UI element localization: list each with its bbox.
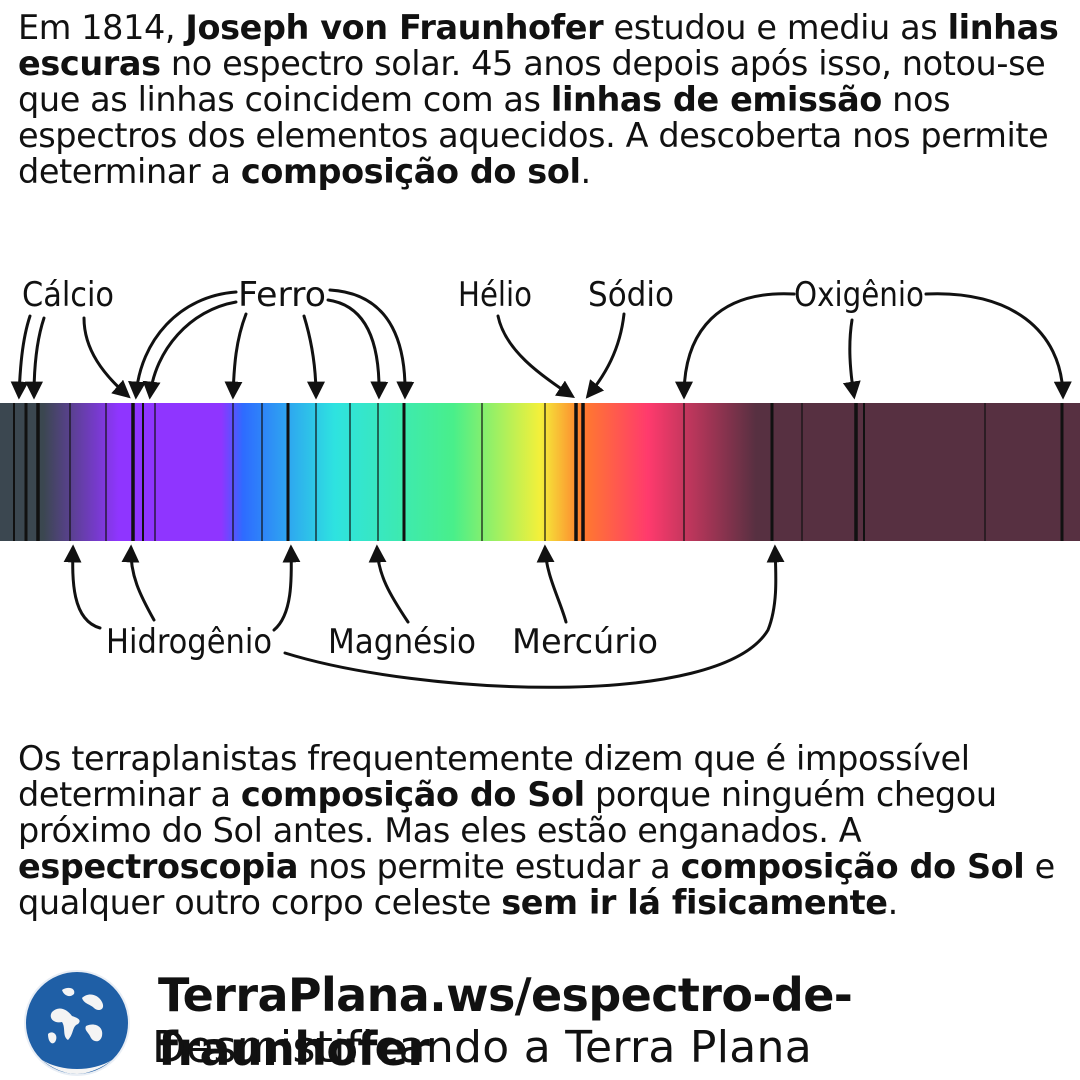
- element-labels: Cálcio Ferro Hélio Sódio Oxigênio Hidrog…: [22, 275, 924, 662]
- outro-text: Os terraplanistas frequentemente dizem q…: [18, 739, 970, 814]
- arrow-sodium: [585, 312, 626, 399]
- arrow-iron: [328, 288, 415, 400]
- outro-bold-sun-composition: composição do Sol: [680, 847, 1025, 886]
- spectrum-band: [0, 403, 1080, 541]
- label-arrows: [10, 288, 1072, 689]
- intro-bold-fraunhofer: Joseph von Fraunhofer: [185, 8, 604, 47]
- label-oxygen: Oxigênio: [794, 275, 924, 315]
- absorption-lines: [13, 403, 1064, 541]
- arrow-oxygen: [842, 318, 861, 400]
- arrow-calcium: [82, 316, 131, 399]
- footer-tagline: Desmistificando a Terra Plana: [152, 1022, 812, 1073]
- arrow-iron: [128, 290, 238, 400]
- fraunhofer-spectrum-diagram: Cálcio Ferro Hélio Sódio Oxigênio Hidrog…: [0, 275, 1080, 689]
- label-magnesium: Magnésio: [328, 622, 476, 662]
- intro-text: Em 1814,: [18, 8, 186, 47]
- intro-text: .: [580, 152, 592, 191]
- arrow-calcium: [10, 314, 32, 400]
- outro-paragraph: Os terraplanistas frequentemente dizem q…: [18, 741, 1068, 921]
- intro-paragraph: Em 1814, Joseph von Fraunhofer estudou e…: [18, 10, 1068, 190]
- label-hydrogen: Hidrogênio: [106, 622, 272, 662]
- label-mercury: Mercúrio: [512, 622, 658, 662]
- arrow-hydrogen: [121, 544, 156, 622]
- intro-bold-emission-lines: linhas de emissão: [550, 80, 882, 119]
- intro-bold-sun-composition: composição do sol: [240, 152, 581, 191]
- arrow-iron: [326, 298, 389, 400]
- footer-url-link[interactable]: TerraPlana.ws/espectro-de-fraunhofer: [158, 968, 853, 1076]
- arrow-helium: [496, 314, 576, 398]
- arrow-calcium: [25, 316, 46, 400]
- outro-text: porque ninguém chegou próximo do Sol ant…: [18, 775, 997, 850]
- intro-text: no espectro solar. 45 anos depois após i…: [18, 44, 1046, 119]
- outro-bold-sun-composition: composição do Sol: [240, 775, 585, 814]
- outro-text: nos permite estudar a: [298, 847, 681, 886]
- arrow-oxygen: [924, 292, 1072, 400]
- arrow-iron: [142, 300, 238, 400]
- label-helium: Hélio: [458, 275, 532, 315]
- arrow-hydrogen: [272, 544, 301, 632]
- arrow-mercury: [536, 544, 568, 624]
- label-iron: Ferro: [238, 275, 326, 315]
- arrow-iron: [224, 312, 248, 400]
- outro-bold-spectroscopy: espectroscopia: [18, 847, 299, 886]
- arrow-hydrogen: [283, 544, 785, 689]
- intro-text: nos espectros dos elementos aquecidos. A…: [18, 80, 1049, 191]
- arrow-iron: [302, 314, 325, 400]
- outro-text: .: [887, 883, 899, 922]
- intro-text: estudou e mediu as: [603, 8, 948, 47]
- outro-text: e qualquer outro corpo celeste: [18, 847, 1055, 922]
- flat-earth-map-icon: [24, 970, 130, 1076]
- label-calcium: Cálcio: [22, 275, 114, 315]
- arrow-oxygen: [675, 292, 796, 400]
- intro-bold-dark-lines: linhas escuras: [18, 8, 1059, 83]
- arrow-hydrogen: [63, 544, 102, 630]
- arrow-magnesium: [368, 544, 410, 624]
- label-sodium: Sódio: [588, 275, 674, 315]
- outro-bold-without-going: sem ir lá fisicamente: [501, 883, 888, 922]
